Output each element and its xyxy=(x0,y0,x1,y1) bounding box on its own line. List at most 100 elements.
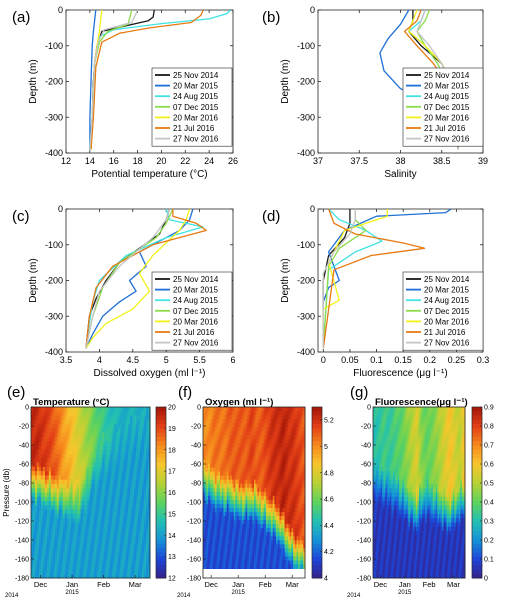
heatmap-cell xyxy=(203,520,206,525)
heatmap-cell xyxy=(220,471,223,477)
heatmap-cell xyxy=(52,445,56,451)
heatmap-cell xyxy=(296,451,299,456)
heatmap-cell xyxy=(247,552,250,557)
heatmap-cell xyxy=(203,427,206,432)
y-tick-label: -300 xyxy=(297,311,315,321)
heatmap-cell xyxy=(64,419,68,425)
heatmap-cell xyxy=(243,455,246,460)
heatmap-cell xyxy=(262,419,265,424)
heatmap-cell xyxy=(248,411,252,416)
heatmap-cell xyxy=(269,487,272,493)
heatmap-cell xyxy=(288,556,291,561)
heatmap-cell xyxy=(60,501,64,506)
heatmap-cell xyxy=(84,428,88,434)
heatmap-cell xyxy=(209,479,212,485)
heatmap-cell xyxy=(277,447,280,452)
heatmap-cell xyxy=(203,491,206,497)
heatmap-cell xyxy=(70,462,74,468)
heatmap-cell xyxy=(274,548,277,553)
heatmap-cell xyxy=(31,415,34,421)
heatmap-cell xyxy=(281,451,284,456)
heatmap-cell xyxy=(252,495,255,501)
heatmap-cell xyxy=(211,507,214,513)
heatmap-cell xyxy=(86,449,90,455)
heatmap-cell xyxy=(40,569,44,575)
heatmap-cell xyxy=(228,419,231,424)
heatmap-cell xyxy=(76,509,80,515)
heatmap-cell xyxy=(42,492,46,498)
heatmap-cell xyxy=(36,419,40,425)
heatmap-cell xyxy=(54,501,58,506)
heatmap-cell xyxy=(225,479,228,485)
heatmap-cell xyxy=(228,487,231,493)
heatmap-cell xyxy=(60,548,64,553)
heatmap-cell xyxy=(116,436,119,442)
heatmap-cell xyxy=(34,543,38,549)
heatmap-cell xyxy=(48,530,52,536)
heatmap-cell xyxy=(231,479,235,485)
heatmap-cell xyxy=(209,503,212,509)
heatmap-cell xyxy=(284,411,287,416)
heatmap-cell xyxy=(296,548,299,553)
heatmap-cell xyxy=(38,565,42,570)
heatmap-cell xyxy=(60,432,64,438)
heatmap-cell xyxy=(34,560,38,566)
heatmap-cell xyxy=(235,544,238,549)
heatmap-cell xyxy=(120,522,123,528)
heatmap-cell xyxy=(110,424,113,429)
heatmap-cell xyxy=(106,445,109,451)
heatmap-cell xyxy=(128,548,131,553)
heatmap-cell xyxy=(64,505,68,511)
year-label: 2014 xyxy=(5,593,19,599)
heatmap-cell xyxy=(276,491,279,497)
heatmap-cell xyxy=(237,427,240,432)
heatmap-cell xyxy=(255,507,258,513)
heatmap-cell xyxy=(296,447,299,452)
heatmap-cell xyxy=(293,471,296,477)
heatmap-cell xyxy=(240,511,243,517)
heatmap-cell xyxy=(265,511,269,517)
colorbar-segment xyxy=(156,505,166,511)
heatmap-cell xyxy=(50,475,54,481)
heatmap-cell xyxy=(250,411,253,416)
heatmap-cell xyxy=(80,509,84,515)
heatmap-cell xyxy=(262,487,265,493)
heatmap-cell xyxy=(62,522,66,528)
heatmap-cell xyxy=(269,407,272,412)
heatmap-cell xyxy=(211,487,214,493)
heatmap-cell xyxy=(116,419,119,425)
heatmap-cell xyxy=(138,522,141,528)
colorbar-segment xyxy=(156,488,166,494)
heatmap-cell xyxy=(66,530,70,536)
heatmap-cell xyxy=(286,451,289,456)
heatmap-cell xyxy=(124,543,127,549)
heatmap-cell xyxy=(98,501,101,506)
heatmap-cell xyxy=(284,528,287,533)
heatmap-cell xyxy=(78,522,82,528)
heatmap-cell xyxy=(86,505,90,511)
heatmap-cell xyxy=(221,447,224,452)
heatmap-cell xyxy=(204,564,207,569)
heatmap-cell xyxy=(116,441,119,446)
heatmap-cell xyxy=(130,454,133,459)
heatmap-cell xyxy=(120,432,123,438)
heatmap-cell xyxy=(220,528,223,533)
heatmap-cell xyxy=(62,407,66,412)
heatmap-cell xyxy=(140,539,143,545)
heatmap-cell xyxy=(118,488,121,493)
heatmap-cell xyxy=(118,441,121,446)
heatmap-cell xyxy=(38,436,42,442)
heatmap-cell xyxy=(213,528,216,533)
heatmap-cell xyxy=(76,445,80,451)
heatmap-cell xyxy=(84,458,88,464)
heatmap-cell xyxy=(82,505,86,511)
heatmap-cell xyxy=(98,522,101,528)
heatmap-cell xyxy=(92,428,95,434)
heatmap-cell xyxy=(52,573,56,579)
heatmap-cell xyxy=(243,411,246,416)
heatmap-cell xyxy=(82,458,86,464)
heatmap-cell xyxy=(226,548,229,553)
heatmap-cell xyxy=(269,552,272,557)
heatmap-cell xyxy=(114,543,117,549)
heatmap-cell xyxy=(134,548,137,553)
